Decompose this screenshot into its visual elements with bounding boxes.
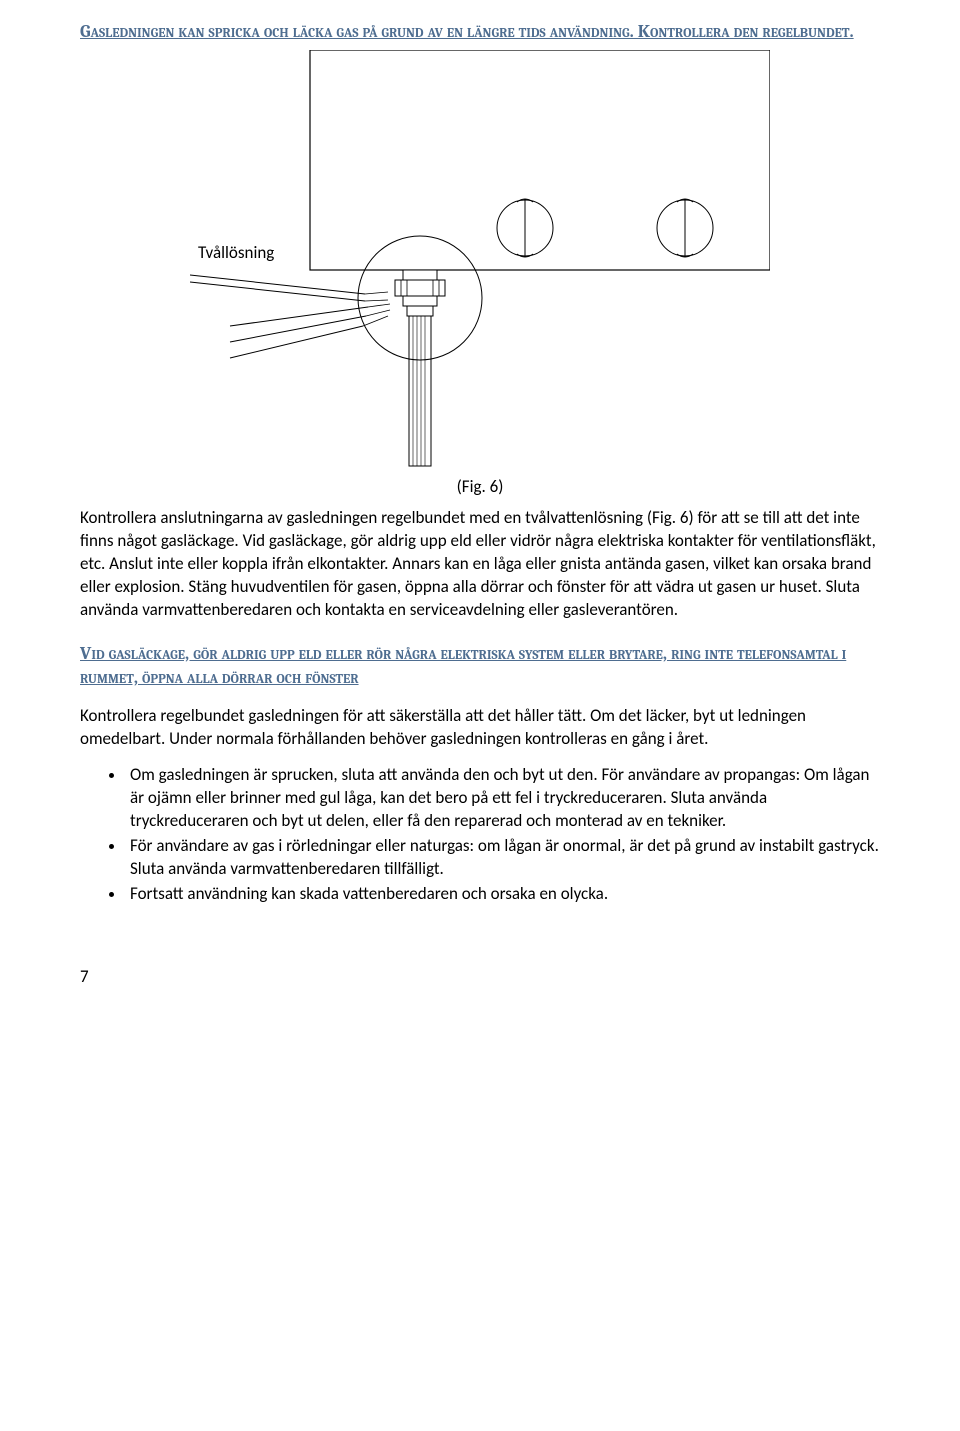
- warning-heading-2: Vid gasläckage, gör aldrig upp eld eller…: [80, 642, 880, 691]
- diagram-label: Tvållösning: [198, 242, 274, 263]
- paragraph-2: Kontrollera regelbundet gasledningen för…: [80, 705, 880, 751]
- gas-connection-diagram: Tvållösning: [190, 50, 770, 470]
- bullet-list: Om gasledningen är sprucken, sluta att a…: [80, 764, 880, 906]
- figure-caption: (Fig. 6): [80, 476, 880, 497]
- list-item: Fortsatt användning kan skada vattenbere…: [126, 883, 880, 906]
- list-item: Om gasledningen är sprucken, sluta att a…: [126, 764, 880, 833]
- list-item: För användare av gas i rörledningar elle…: [126, 835, 880, 881]
- paragraph-1: Kontrollera anslutningarna av gasledning…: [80, 507, 880, 622]
- page-number: 7: [80, 966, 880, 987]
- page: Gasledningen kan spricka och läcka gas p…: [40, 0, 920, 1027]
- warning-heading-1: Gasledningen kan spricka och läcka gas p…: [80, 20, 880, 44]
